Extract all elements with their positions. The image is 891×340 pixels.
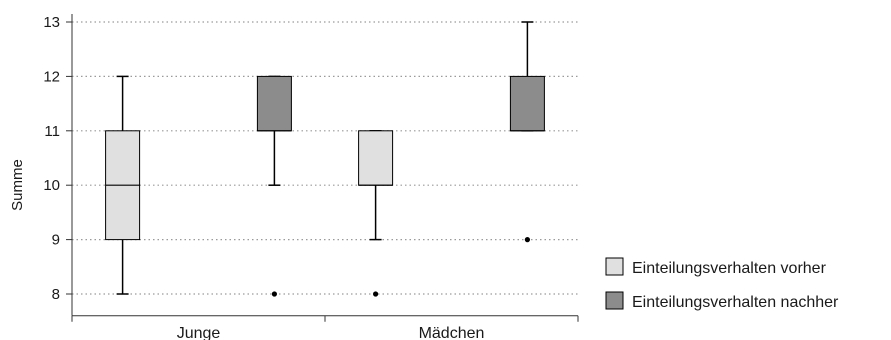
- legend-swatch: [605, 257, 624, 276]
- box-0-0: [105, 75, 141, 295]
- y-tick-label-13: 13: [43, 14, 60, 31]
- box-iqr: [256, 75, 292, 132]
- boxes: [105, 21, 545, 297]
- legend-item: Einteilungsverhalten vorher: [605, 257, 827, 277]
- legend-label: Einteilungsverhalten nachher: [632, 294, 839, 311]
- x-category-labels: Junge Mädchen: [177, 325, 485, 340]
- y-tick-label-11: 11: [44, 123, 60, 140]
- x-category-label: Junge: [177, 325, 221, 340]
- legend-label: Einteilungsverhalten vorher: [632, 260, 827, 277]
- y-tick-labels: 8 9 10 11 12 13: [43, 14, 60, 303]
- y-tick-label-12: 12: [43, 68, 60, 85]
- box-iqr: [358, 130, 394, 186]
- outlier-point: [271, 291, 277, 297]
- gridlines: [72, 21, 578, 295]
- box-1-1: [509, 21, 545, 243]
- axes: [66, 14, 579, 322]
- y-tick-label-10: 10: [43, 177, 60, 194]
- x-category-label: Mädchen: [419, 325, 485, 340]
- y-tick-label-8: 8: [52, 286, 60, 303]
- legend-swatch: [605, 291, 624, 310]
- box-1-0: [256, 75, 292, 297]
- outlier-point: [524, 237, 531, 243]
- box-0-1: [358, 130, 394, 297]
- outlier-point: [373, 291, 379, 297]
- y-tick-label-9: 9: [52, 232, 60, 249]
- legend-item: Einteilungsverhalten nachher: [605, 291, 839, 311]
- legend: Einteilungsverhalten vorher Einteilungsve…: [605, 257, 839, 311]
- y-axis-title: Summe: [9, 159, 26, 211]
- box-iqr: [509, 75, 545, 132]
